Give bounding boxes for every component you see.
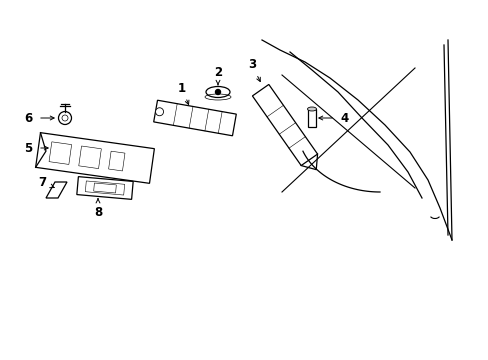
- Text: 3: 3: [247, 58, 256, 72]
- Text: 7: 7: [38, 176, 46, 189]
- Ellipse shape: [307, 107, 316, 111]
- Text: 8: 8: [94, 206, 102, 219]
- Circle shape: [155, 108, 163, 116]
- Text: 1: 1: [178, 81, 185, 94]
- Text: 2: 2: [214, 66, 222, 78]
- Ellipse shape: [205, 86, 229, 98]
- Text: 5: 5: [24, 141, 32, 154]
- Polygon shape: [46, 182, 67, 198]
- Text: 6: 6: [24, 112, 32, 125]
- Circle shape: [215, 90, 220, 94]
- Circle shape: [59, 112, 71, 125]
- Text: 4: 4: [340, 112, 348, 125]
- Polygon shape: [307, 109, 316, 127]
